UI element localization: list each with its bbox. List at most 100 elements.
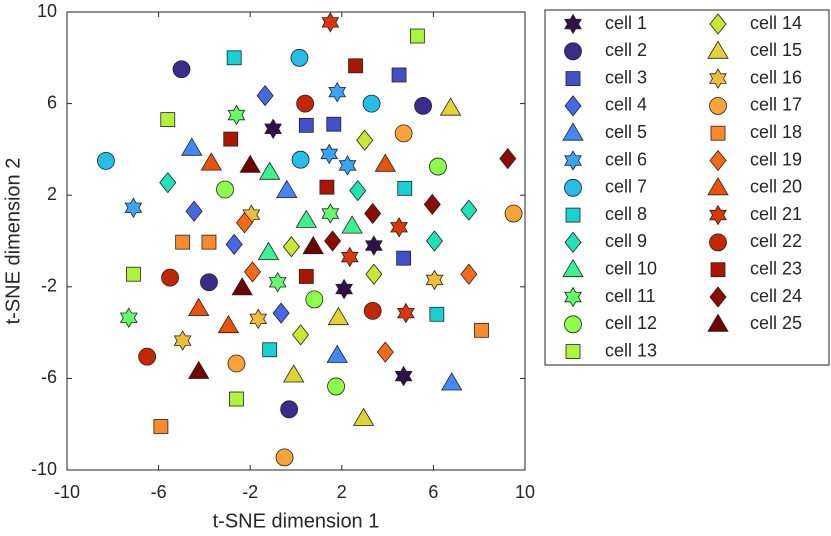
scatter-point [262,342,278,358]
y-tick-label: -2 [41,276,57,296]
scatter-point [341,215,363,234]
scatter-point [282,236,300,258]
scatter-point [409,28,425,44]
legend-label: cell 14 [750,13,802,33]
legend-marker [710,125,726,141]
legend-marker [564,231,582,254]
scatter-point [423,193,441,216]
legend-marker [709,233,727,252]
legend-label: cell 15 [750,40,802,60]
legend-label: cell 22 [750,231,802,251]
scatter-point [227,354,246,373]
legend-label: cell 12 [605,313,657,333]
scatter-point [291,150,310,169]
legend-marker [707,313,729,332]
legend-label: cell 13 [605,340,657,360]
plot-area [66,11,526,471]
legend-marker [709,97,727,115]
legend-label: cell 17 [750,95,802,115]
legend-label: cell 20 [750,177,802,197]
scatter-point [425,269,444,291]
scatter-point [352,407,375,426]
legend-marker [565,71,581,86]
scatter-point [397,180,413,196]
legend-marker [564,13,582,35]
scatter-point [181,137,203,156]
scatter-point [298,117,314,133]
scatter-point [295,209,317,228]
scatter-point [365,263,383,285]
scatter-point [275,448,294,467]
legend-marker [565,207,581,223]
scatter-point [119,307,138,328]
x-axis-label: t-SNE dimension 1 [213,510,380,532]
y-axis-label: t-SNE dimension 2 [2,158,24,325]
scatter-point [356,129,374,151]
legend-label: cell 21 [750,204,802,224]
legend-marker [564,315,582,334]
scatter-point [439,97,462,116]
scatter-point [153,419,169,434]
scatter-point [276,179,298,199]
scatter-point [326,116,342,132]
scatter-point [283,364,305,383]
scatter-point [227,104,246,126]
legend-marker [565,344,581,360]
legend-label: cell 16 [750,67,802,87]
legend-label: cell 10 [605,258,657,278]
scatter-point [364,235,383,256]
scatter-point [138,347,157,366]
scatter-point [324,230,342,252]
legend-marker [709,204,727,226]
scatter-point [216,180,234,199]
scatter-point [335,278,353,300]
scatter-point [159,171,177,194]
legend-label: cell 25 [750,313,802,333]
scatter-point [290,48,309,67]
legend-marker [564,286,582,308]
scatter-point [348,58,363,74]
legend-label: cell 6 [605,149,647,169]
scatter-point [175,234,191,250]
y-tick-label: 10 [37,1,57,21]
scatter-point [414,96,432,115]
scatter-point [328,81,347,103]
legend-marker [709,149,727,172]
legend-marker [707,40,729,59]
scatter-point [296,94,315,113]
scatter-point [229,391,244,407]
scatter-point [396,250,412,266]
scatter-point [185,200,203,222]
legend-box [544,9,830,366]
scatter-point [257,241,280,260]
scatter-point [225,233,243,256]
legend-marker [564,178,582,197]
legend-label: cell 9 [605,231,647,251]
scatter-point [362,94,381,113]
legend-label: cell 2 [605,40,647,60]
scatter-point [292,324,310,346]
legend-marker [709,13,727,35]
scatter-point [259,161,281,180]
scatter-point [217,314,240,334]
scatter-point [305,290,324,309]
x-tick-label: -2 [242,482,258,502]
scatter-point [264,118,282,140]
scatter-point [172,60,191,79]
legend-label: cell 18 [750,122,802,142]
scatter-point [243,261,262,283]
scatter-point [200,273,218,292]
scatter-point [126,266,141,282]
scatter-point [376,341,394,363]
scatter-point [302,235,324,255]
scatter-point [320,143,339,165]
legend-label: cell 11 [605,286,656,306]
scatter-point [226,50,242,66]
scatter-point [391,67,407,83]
scatter-point [321,203,340,224]
legend-marker [564,150,582,171]
x-tick-label: -10 [54,482,80,502]
legend-marker [562,258,584,278]
legend-marker [562,122,584,141]
scatter-point [397,302,415,324]
